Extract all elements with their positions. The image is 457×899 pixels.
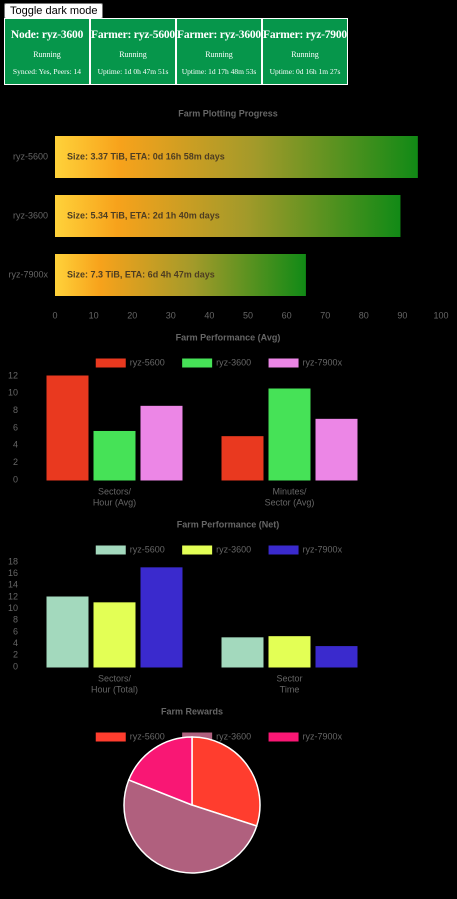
card-status: Running	[119, 50, 147, 59]
legend-swatch	[182, 545, 213, 555]
y-tick-label: 6	[13, 422, 18, 432]
bar	[221, 436, 264, 481]
card-title: Farmer: ryz-7900x	[263, 29, 348, 41]
y-tick-label: 6	[13, 626, 18, 636]
chart-title: Farm Performance (Net)	[177, 519, 280, 529]
bar	[221, 637, 264, 668]
bar	[46, 375, 89, 481]
y-tick-label: 8	[13, 405, 18, 415]
card-detail: Uptime: 0d 16h 1m 27s	[269, 67, 341, 76]
farmer-card: Farmer: ryz-7900x Running Uptime: 0d 16h…	[262, 18, 348, 85]
status-cards: Node: ryz-3600 Running Synced: Yes, Peer…	[4, 18, 348, 85]
bar	[315, 646, 358, 668]
legend-label: ryz-5600	[130, 731, 165, 741]
bar	[93, 602, 136, 668]
bar	[140, 405, 183, 481]
card-detail: Uptime: 1d 0h 47m 51s	[97, 67, 169, 76]
chart-title: Farm Plotting Progress	[178, 108, 278, 118]
legend-swatch	[268, 358, 299, 368]
y-tick-label: 0	[13, 661, 18, 671]
chart-title: Farm Performance (Avg)	[176, 332, 281, 342]
y-tick-label: 8	[13, 615, 18, 625]
legend-swatch	[95, 358, 126, 368]
bar-label: Size: 3.37 TiB, ETA: 0d 16h 58m days	[67, 151, 225, 161]
legend-label: ryz-7900x	[303, 731, 343, 741]
y-tick-label: 16	[8, 568, 18, 578]
x-tick-label: 100	[433, 310, 448, 320]
y-tick-label: 4	[13, 638, 18, 648]
card-title: Farmer: ryz-3600	[177, 29, 261, 41]
x-tick-label: 90	[397, 310, 407, 320]
bar	[268, 388, 311, 481]
x-tick-label: 60	[282, 310, 292, 320]
x-tick-label: Sectors/	[98, 486, 132, 496]
progress-bar	[55, 136, 418, 178]
progress-bar	[55, 195, 401, 237]
legend-label: ryz-5600	[130, 544, 165, 554]
legend-label: ryz-3600	[216, 731, 251, 741]
y-tick-label: 14	[8, 580, 18, 590]
legend-label: ryz-3600	[216, 544, 251, 554]
x-tick-label: Minutes/	[272, 486, 307, 496]
x-tick-label: 70	[320, 310, 330, 320]
x-tick-label: 0	[52, 310, 57, 320]
x-tick-label: Sectors/	[98, 673, 132, 683]
x-tick-label: Sector	[276, 673, 302, 683]
x-tick-label: 40	[204, 310, 214, 320]
y-tick-label: 12	[8, 370, 18, 380]
x-tick-label: 80	[359, 310, 369, 320]
bar	[93, 430, 136, 481]
pie-slice	[123, 778, 258, 874]
y-tick-label: ryz-5600	[13, 151, 48, 161]
x-tick-label: Time	[280, 684, 300, 694]
legend-label: ryz-7900x	[303, 357, 343, 367]
card-status: Running	[291, 50, 319, 59]
y-tick-label: 0	[13, 474, 18, 484]
y-tick-label: 18	[8, 556, 18, 566]
bar	[140, 567, 183, 668]
x-tick-label: 10	[89, 310, 99, 320]
legend-swatch	[182, 358, 213, 368]
x-tick-label: 20	[127, 310, 137, 320]
y-tick-label: 2	[13, 650, 18, 660]
pie-slice	[191, 736, 261, 827]
bar	[315, 418, 358, 481]
y-tick-label: 12	[8, 591, 18, 601]
bar-label: Size: 7.3 TiB, ETA: 6d 4h 47m days	[67, 269, 215, 279]
legend-label: ryz-3600	[216, 357, 251, 367]
card-title: Node: ryz-3600	[10, 29, 84, 41]
pie-slice	[127, 736, 193, 807]
legend-label: ryz-7900x	[303, 544, 343, 554]
y-tick-label: 4	[13, 440, 18, 450]
card-detail: Uptime: 1d 17h 48m 53s	[181, 67, 257, 76]
x-tick-label: 30	[166, 310, 176, 320]
x-tick-label: Sector (Avg)	[265, 497, 315, 507]
y-tick-label: ryz-3600	[13, 210, 48, 220]
card-detail: Synced: Yes, Peers: 14	[12, 67, 82, 76]
farmer-card: Farmer: ryz-3600 Running Uptime: 1d 17h …	[176, 18, 262, 85]
farmer-card: Farmer: ryz-5600 Running Uptime: 1d 0h 4…	[90, 18, 176, 85]
bar	[268, 636, 311, 668]
legend-swatch	[95, 732, 126, 742]
progress-bar	[55, 254, 306, 296]
card-title: Farmer: ryz-5600	[91, 29, 175, 41]
node-card: Node: ryz-3600 Running Synced: Yes, Peer…	[4, 18, 90, 85]
legend-swatch	[95, 545, 126, 555]
legend-swatch	[268, 732, 299, 742]
x-tick-label: Hour (Total)	[91, 684, 138, 694]
y-tick-label: ryz-7900x	[8, 269, 48, 279]
chart-title: Farm Rewards	[161, 706, 223, 716]
y-tick-label: 2	[13, 457, 18, 467]
legend-label: ryz-5600	[130, 357, 165, 367]
bar	[46, 596, 89, 668]
x-tick-label: 50	[243, 310, 253, 320]
bar-label: Size: 5.34 TiB, ETA: 2d 1h 40m days	[67, 210, 220, 220]
x-tick-label: Hour (Avg)	[93, 497, 136, 507]
card-status: Running	[205, 50, 233, 59]
y-tick-label: 10	[8, 603, 18, 613]
card-status: Running	[33, 50, 61, 59]
legend-swatch	[268, 545, 299, 555]
y-tick-label: 10	[8, 388, 18, 398]
